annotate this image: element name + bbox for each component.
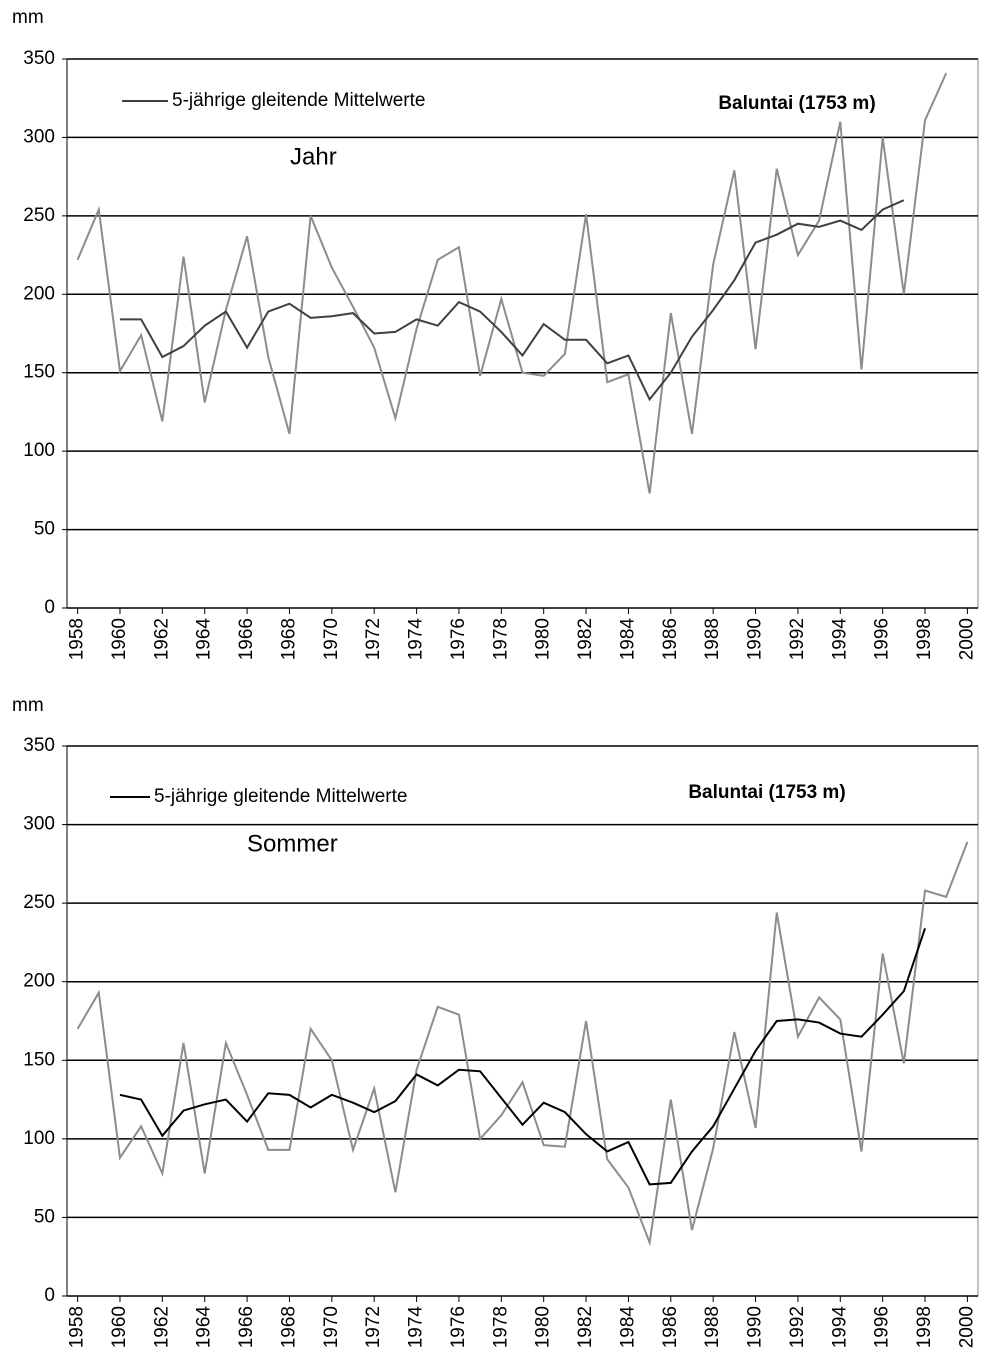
chart-title: Baluntai (1753 m) [688,782,845,803]
y-tick-label: 50 [34,519,55,540]
y-tick-label: 200 [23,283,55,304]
y-tick-label: 350 [23,48,55,69]
x-tick-label: 1990 [745,1306,766,1348]
x-tick-label: 2000 [956,1306,977,1348]
series-line [119,927,926,1186]
y-tick-label: 150 [23,1049,55,1070]
x-tick-label: 1974 [406,618,427,661]
x-tick-label: 1996 [872,618,893,660]
x-tick-label: 1976 [448,1306,469,1348]
x-tick-label: 1962 [151,1306,172,1348]
x-tick-label: 1958 [67,1306,88,1348]
x-tick-label: 1988 [702,618,723,660]
legend-label: 5-jährige gleitende Mittelwerte [154,786,407,807]
y-axis-label: mm [12,7,44,28]
x-tick-label: 1984 [617,1306,638,1349]
y-tick-label: 300 [23,814,55,835]
x-tick-label: 1992 [787,618,808,660]
y-tick-label: 100 [23,1128,55,1149]
y-tick-label: 0 [44,1285,55,1306]
x-tick-label: 1972 [363,618,384,660]
y-tick-label: 350 [23,735,55,756]
x-tick-label: 1982 [575,618,596,660]
y-tick-label: 50 [34,1206,55,1227]
x-tick-label: 1962 [151,618,172,660]
x-tick-label: 1964 [194,1306,215,1349]
x-tick-label: 1994 [829,618,850,661]
x-tick-label: 1970 [321,618,342,660]
x-tick-label: 1966 [236,618,257,660]
y-tick-label: 200 [23,971,55,992]
x-tick-label: 1984 [617,618,638,661]
x-tick-label: 1992 [787,1306,808,1348]
annotation: Jahr [290,143,337,170]
x-tick-label: 1970 [321,1306,342,1348]
x-tick-label: 1998 [914,1306,935,1348]
x-tick-label: 1978 [490,1306,511,1348]
x-tick-label: 1964 [194,618,215,661]
x-tick-label: 1968 [278,1306,299,1348]
x-tick-label: 1986 [660,1306,681,1348]
x-tick-label: 1994 [829,1306,850,1349]
y-tick-label: 250 [23,205,55,226]
x-tick-label: 1960 [109,1306,130,1348]
x-tick-label: 1986 [660,618,681,660]
y-tick-label: 0 [44,597,55,618]
x-tick-label: 1990 [745,618,766,660]
y-axis-label: mm [12,695,44,716]
y-tick-label: 300 [23,126,55,147]
x-tick-label: 1958 [67,618,88,660]
x-tick-label: 1998 [914,618,935,660]
x-tick-label: 1960 [109,618,130,660]
y-tick-label: 100 [23,440,55,461]
x-tick-label: 1972 [363,1306,384,1348]
x-tick-label: 1974 [406,1306,427,1349]
x-tick-label: 1980 [533,618,554,660]
legend-label: 5-jährige gleitende Mittelwerte [172,90,425,111]
series-line [119,199,905,402]
x-tick-label: 1980 [533,1306,554,1348]
x-tick-label: 1988 [702,1306,723,1348]
series-line [76,841,969,1247]
x-tick-label: 1968 [278,618,299,660]
annotation: Sommer [247,830,338,857]
x-tick-label: 1978 [490,618,511,660]
x-tick-label: 1976 [448,618,469,660]
x-tick-label: 1966 [236,1306,257,1348]
x-tick-label: 1982 [575,1306,596,1348]
y-tick-label: 250 [23,892,55,913]
x-tick-label: 1996 [872,1306,893,1348]
y-tick-label: 150 [23,362,55,383]
series-line [76,72,948,494]
chart-title: Baluntai (1753 m) [718,93,875,114]
x-tick-label: 2000 [956,618,977,660]
